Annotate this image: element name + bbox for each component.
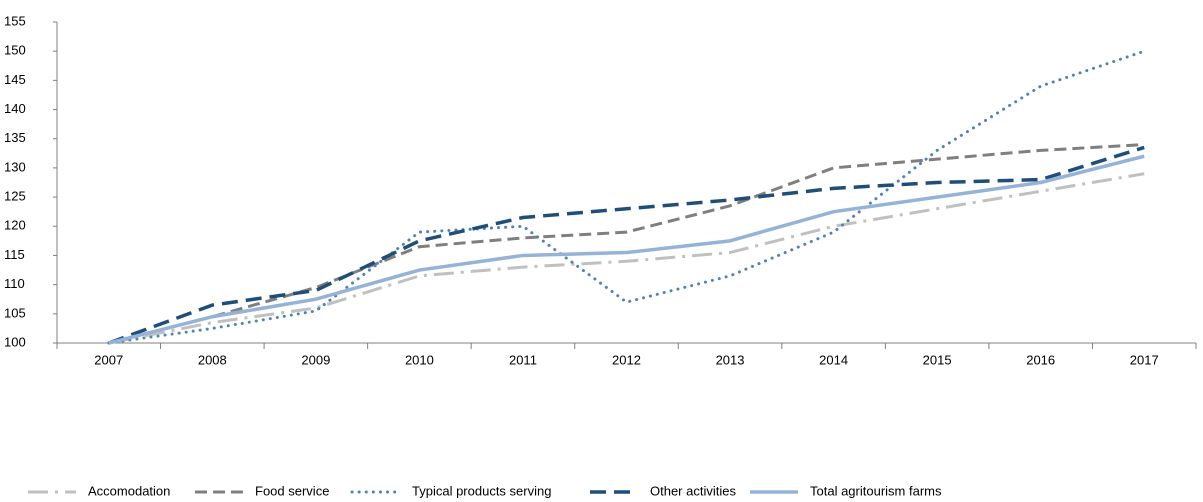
x-tick-label: 2007 [94, 352, 123, 367]
y-tick-label: 120 [4, 218, 26, 233]
x-tick-label: 2011 [509, 352, 537, 367]
x-tick-label: 2015 [923, 352, 952, 367]
x-tick-label: 2014 [819, 352, 848, 367]
y-tick-label: 140 [4, 101, 26, 116]
y-tick-label: 155 [4, 13, 26, 28]
x-tick-label: 2008 [198, 352, 227, 367]
series-line [108, 172, 1145, 345]
legend-label: Typical products serving [412, 483, 551, 498]
x-tick-label: 2017 [1130, 352, 1159, 367]
series-line [108, 143, 1145, 345]
x-tick-label: 2012 [612, 352, 641, 367]
y-tick-label: 135 [4, 130, 26, 145]
y-tick-label: 105 [4, 305, 26, 320]
y-tick-label: 125 [4, 189, 26, 204]
y-tick-label: 150 [4, 43, 26, 58]
legend-label: Total agritourism farms [810, 483, 942, 498]
legend-label: Other activities [650, 483, 736, 498]
legend-label: Food service [255, 483, 329, 498]
x-tick-label: 2009 [301, 352, 330, 367]
y-tick-label: 145 [4, 72, 26, 87]
legend-label: Accomodation [88, 483, 170, 498]
series-line [108, 154, 1145, 345]
series-line [108, 145, 1145, 345]
x-tick-label: 2013 [716, 352, 745, 367]
y-tick-label: 110 [4, 276, 25, 291]
y-tick-label: 115 [4, 247, 25, 262]
y-tick-label: 130 [4, 159, 26, 174]
x-tick-label: 2016 [1026, 352, 1055, 367]
x-tick-label: 2010 [405, 352, 434, 367]
series-line [107, 49, 1146, 345]
y-tick-label: 100 [4, 334, 26, 349]
